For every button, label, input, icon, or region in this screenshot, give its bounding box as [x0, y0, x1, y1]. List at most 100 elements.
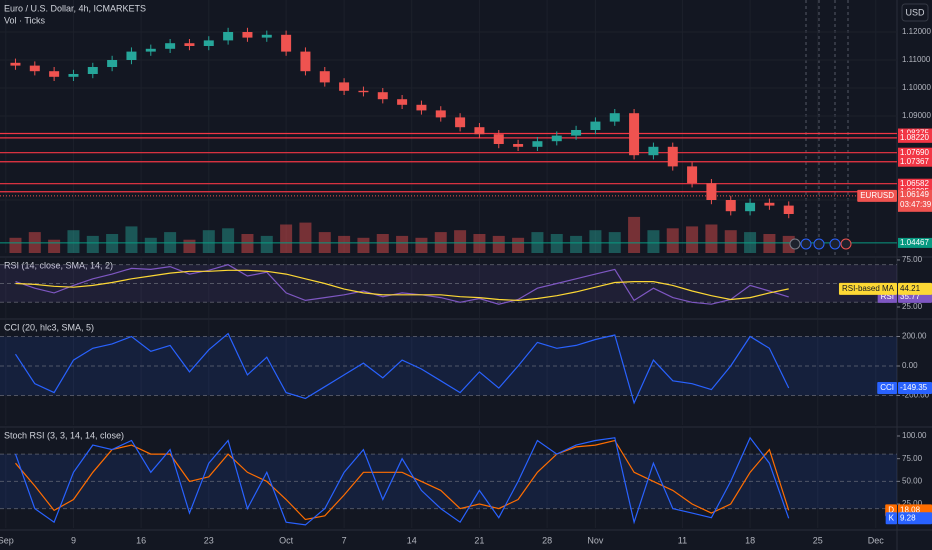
volume-bar: [454, 230, 467, 253]
candle-body: [184, 43, 195, 47]
candle-body: [300, 51, 311, 72]
level-label-bg: [898, 132, 932, 143]
volume-bar: [9, 237, 22, 253]
future-markers: [805, 0, 849, 255]
event-icon[interactable]: [829, 238, 841, 250]
last-price: 1.06149: [900, 190, 929, 199]
candle-body: [783, 205, 794, 214]
x-tick-label: 11: [678, 535, 687, 545]
candle-body: [551, 135, 562, 142]
y-tick-label: 25.00: [902, 499, 923, 508]
candle-body: [10, 62, 21, 66]
symbol-tag: EURUSD: [860, 191, 894, 200]
indicator-line: [15, 264, 789, 305]
event-icon[interactable]: [800, 238, 812, 250]
y-tick-label: 1.10000: [902, 83, 931, 92]
candle-body: [397, 99, 408, 105]
candle-body: [513, 143, 524, 147]
volume-bar: [512, 237, 525, 253]
candle-body: [629, 113, 640, 156]
volume-bar: [415, 237, 428, 253]
volume-bar: [183, 239, 196, 253]
y-tick-label: 75.00: [902, 255, 923, 264]
volume-bar: [666, 228, 679, 253]
candle-body: [377, 92, 388, 100]
candle-body: [455, 117, 466, 128]
candle-body: [49, 71, 60, 77]
value-label: 35.77: [900, 292, 921, 301]
indicator-line: [15, 269, 789, 302]
x-tick-label: 23: [204, 535, 214, 545]
x-tick-label: 7: [342, 535, 347, 545]
panel-title: CCI (20, hlc3, SMA, 5): [4, 322, 94, 332]
event-icon[interactable]: [813, 238, 825, 250]
candle-body: [648, 146, 659, 156]
y-tick-label: -200.00: [902, 391, 930, 400]
level-label: 1.07367: [900, 157, 929, 166]
y-tick-label: 1.11000: [902, 55, 931, 64]
value-label-bg: [898, 282, 932, 295]
level-label-bg: [898, 147, 932, 158]
series-name: K: [889, 513, 895, 522]
candle-body: [609, 113, 620, 122]
event-icon[interactable]: [840, 238, 852, 250]
volume-bar: [67, 230, 80, 253]
volume-bar: [338, 235, 351, 253]
candle-body: [764, 202, 775, 206]
indicator-line: [14, 436, 790, 526]
level-label-bg: [898, 156, 932, 167]
indicator-line: [14, 332, 790, 405]
event-icon[interactable]: [789, 238, 801, 250]
x-tick-label: Sep: [0, 535, 14, 545]
candle-body: [126, 51, 137, 61]
candle-body: [435, 110, 446, 118]
x-tick-label: 25: [813, 535, 823, 545]
symbol-tag-bg: [857, 189, 897, 202]
volume-bar: [125, 226, 138, 253]
series-name: RSI-based MA: [842, 284, 895, 293]
candle-body: [203, 40, 214, 47]
candle-body: [107, 60, 118, 68]
volume-bar: [86, 235, 99, 253]
value-label-bg: [898, 382, 932, 395]
value-label-bg: [898, 512, 932, 525]
candle-body: [571, 129, 582, 136]
event-icons: [789, 238, 852, 250]
volume-bar: [241, 234, 254, 253]
candle-body: [242, 32, 253, 38]
value-label: 18.08: [900, 505, 921, 514]
indicator-line: [15, 439, 790, 521]
series-name: CCI: [880, 383, 894, 392]
candle-body: [261, 34, 272, 38]
candle-body: [358, 90, 369, 93]
volume-bar: [222, 228, 235, 253]
level-label: 1.08220: [900, 133, 929, 142]
x-tick-label: 9: [71, 535, 76, 545]
volume-bar: [724, 230, 737, 253]
candle-body: [474, 127, 485, 135]
symbol-title: Euro / U.S. Dollar, 4h, ICMARKETS: [4, 3, 146, 13]
level-label: 1.06582: [900, 179, 929, 188]
candle-body: [532, 141, 543, 147]
volume-bar: [202, 230, 215, 253]
candle-body: [590, 121, 601, 130]
panel-title: Stoch RSI (3, 3, 14, 14, close): [4, 430, 124, 440]
volume-bar: [492, 235, 505, 253]
volume-bar: [647, 230, 660, 253]
currency-button[interactable]: [901, 3, 929, 22]
volume-bar: [589, 230, 602, 253]
volume-bar: [280, 224, 293, 253]
countdown: 03:47:39: [900, 200, 932, 209]
candle-body: [165, 43, 176, 49]
x-tick-label: 28: [542, 535, 552, 545]
value-label: 9.28: [900, 513, 916, 522]
candle-body: [416, 104, 427, 111]
volume-title: Vol · Ticks: [4, 15, 46, 25]
volume-bar: [106, 234, 119, 253]
candle-body: [725, 199, 736, 212]
x-tick-label: Oct: [279, 535, 294, 545]
y-tick-label: 1.12000: [902, 27, 931, 36]
panel-title: RSI (14, close, SMA, 14, 2): [4, 260, 113, 270]
y-tick-label: 50.00: [902, 476, 923, 485]
candle-body: [706, 183, 717, 200]
